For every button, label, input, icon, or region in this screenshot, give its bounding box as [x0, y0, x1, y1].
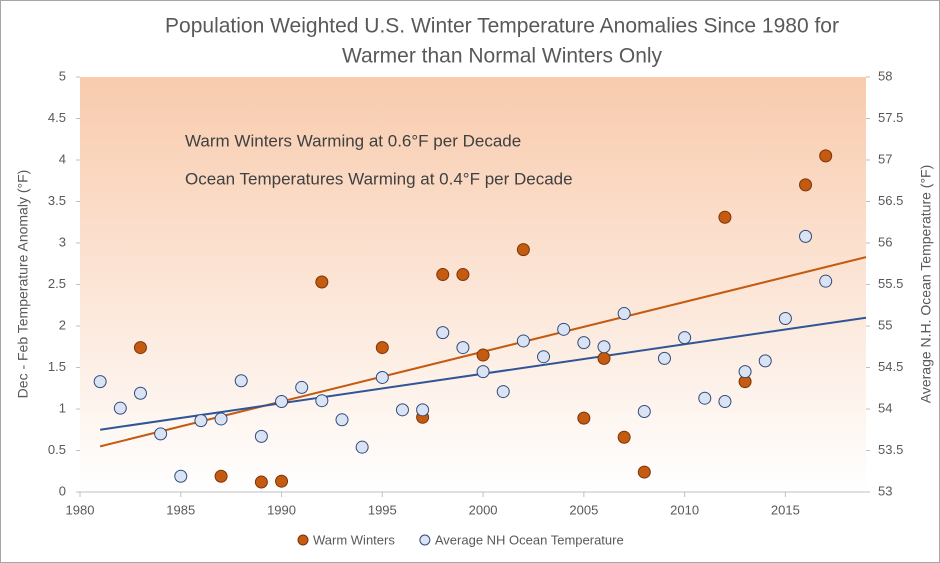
point	[416, 403, 430, 417]
legend-label: Warm Winters	[313, 532, 395, 547]
point	[718, 395, 732, 409]
x-tick-label: 2000	[469, 502, 498, 517]
y2-tick-label: 53.5	[878, 442, 903, 457]
legend-marker	[297, 534, 309, 546]
y-tick-label: 0.5	[48, 442, 66, 457]
y-tick-label: 5	[59, 68, 66, 83]
annotation: Warm Winters Warming at 0.6°F per Decade	[185, 131, 521, 150]
y2-tick-label: 55	[878, 317, 892, 332]
y2-tick-label: 53	[878, 483, 892, 498]
x-tick-label: 2015	[771, 502, 800, 517]
point	[577, 411, 591, 425]
x-tick-label: 1990	[267, 502, 296, 517]
point	[254, 429, 268, 443]
point	[819, 149, 833, 163]
point	[476, 348, 490, 362]
y2-axis-title: Average N.H. Ocean Temperature (°F)	[918, 165, 934, 404]
point	[799, 178, 813, 192]
point	[678, 331, 692, 345]
y-tick-label: 1.5	[48, 359, 66, 374]
point	[234, 374, 248, 388]
point	[456, 268, 470, 282]
point	[516, 243, 530, 257]
y-tick-label: 4	[59, 151, 66, 166]
x-tick-label: 1995	[368, 502, 397, 517]
point	[295, 380, 309, 394]
y-tick-label: 0	[59, 483, 66, 498]
y-tick-label: 1	[59, 400, 66, 415]
point	[214, 469, 228, 483]
point	[698, 391, 712, 405]
point	[254, 475, 268, 489]
point	[395, 403, 409, 417]
point	[637, 404, 651, 418]
point	[375, 341, 389, 355]
x-tick-label: 2010	[670, 502, 699, 517]
point	[315, 275, 329, 289]
y2-tick-label: 56.5	[878, 193, 903, 208]
point	[476, 365, 490, 379]
y2-tick-label: 55.5	[878, 276, 903, 291]
plot-area	[80, 77, 866, 492]
point	[113, 401, 127, 415]
point	[718, 210, 732, 224]
point	[557, 322, 571, 336]
point	[496, 385, 510, 399]
point	[597, 351, 611, 365]
point	[133, 386, 147, 400]
point	[577, 336, 591, 350]
point	[738, 365, 752, 379]
point	[516, 334, 530, 348]
y2-tick-label: 56	[878, 234, 892, 249]
point	[597, 340, 611, 354]
point	[436, 268, 450, 282]
y-tick-label: 3	[59, 234, 66, 249]
point	[194, 414, 208, 428]
point	[537, 350, 551, 364]
point	[275, 474, 289, 488]
chart-title: Population Weighted U.S. Winter Temperat…	[165, 15, 839, 38]
point	[617, 307, 631, 321]
point	[355, 440, 369, 454]
y-tick-label: 2	[59, 317, 66, 332]
point	[436, 326, 450, 340]
point	[154, 427, 168, 441]
y-tick-label: 4.5	[48, 110, 66, 125]
y2-tick-label: 57.5	[878, 110, 903, 125]
point	[819, 274, 833, 288]
point	[617, 430, 631, 444]
point	[133, 341, 147, 355]
point	[657, 351, 671, 365]
point	[93, 375, 107, 389]
point	[375, 370, 389, 384]
y2-tick-label: 54.5	[878, 359, 903, 374]
x-tick-label: 2005	[569, 502, 598, 517]
point	[275, 395, 289, 409]
y-tick-label: 3.5	[48, 193, 66, 208]
point	[799, 229, 813, 243]
point	[778, 312, 792, 326]
y2-tick-label: 57	[878, 151, 892, 166]
y-tick-label: 2.5	[48, 276, 66, 291]
point	[335, 413, 349, 427]
y2-tick-label: 58	[878, 68, 892, 83]
point	[174, 469, 188, 483]
y2-tick-label: 54	[878, 400, 892, 415]
chart-title: Warmer than Normal Winters Only	[342, 45, 663, 68]
x-tick-label: 1980	[66, 502, 95, 517]
point	[214, 412, 228, 426]
legend-marker	[419, 534, 431, 546]
point	[637, 465, 651, 479]
legend-label: Average NH Ocean Temperature	[435, 532, 624, 547]
x-tick-label: 1985	[166, 502, 195, 517]
annotation: Ocean Temperatures Warming at 0.4°F per …	[185, 169, 573, 188]
point	[456, 341, 470, 355]
point	[758, 354, 772, 368]
point	[315, 394, 329, 408]
y-axis-title: Dec - Feb Temperature Anomaly (°F)	[15, 170, 31, 399]
